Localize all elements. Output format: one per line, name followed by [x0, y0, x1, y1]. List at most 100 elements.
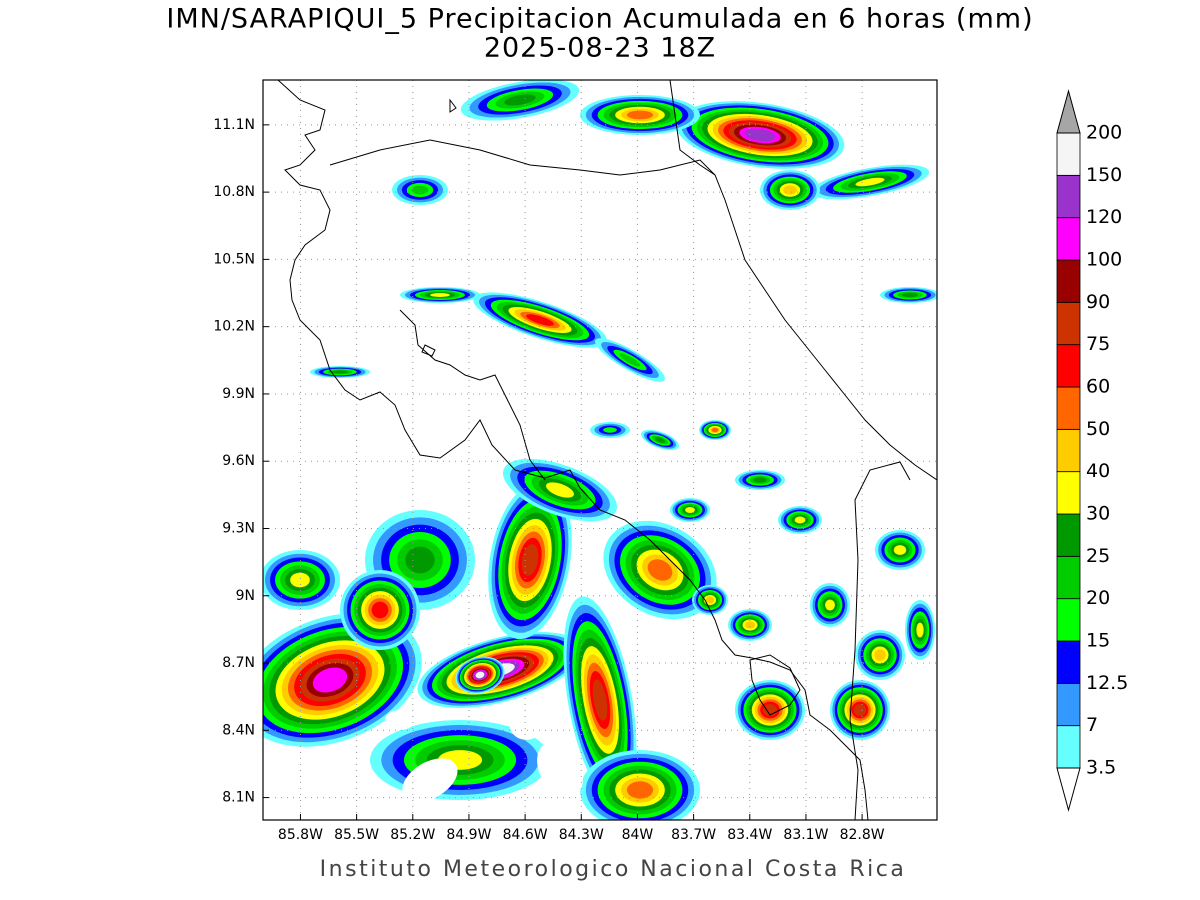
precip-contour: [685, 507, 695, 513]
precip-contour: [874, 649, 886, 661]
coastline: [277, 80, 869, 820]
coastlines: [277, 80, 937, 820]
colorbar-box: [1056, 428, 1081, 473]
coastline: [749, 654, 801, 716]
precip-contour: [783, 185, 797, 195]
dry-area: [537, 742, 583, 798]
coastline: [421, 98, 457, 357]
colorbar-label: 40: [1086, 460, 1110, 482]
colorbar-box: [1056, 132, 1081, 176]
colorbar-label: 50: [1086, 418, 1110, 440]
precip-contour: [825, 599, 835, 611]
precip-contour: [893, 545, 907, 555]
colorbar-label: 7: [1086, 714, 1098, 736]
colorbar-box: [1056, 174, 1081, 219]
colorbar-label: 20: [1086, 587, 1110, 609]
map-subtitle: 2025-08-23 18Z: [484, 33, 716, 64]
coastline: [669, 80, 937, 481]
x-tick-label: 85.5W: [334, 827, 379, 843]
colorbar-box: [1056, 301, 1081, 346]
colorbar-label: 12.5: [1086, 672, 1128, 694]
precip-contour: [654, 437, 666, 443]
x-tick-label: 84.3W: [559, 827, 604, 843]
precip-contour: [854, 704, 866, 716]
precip-field: [263, 80, 937, 820]
precip-contour: [794, 516, 806, 524]
precip-contour: [411, 185, 429, 195]
colorbar-box: [1056, 598, 1081, 642]
colorbar-label: 60: [1086, 376, 1110, 398]
colorbar-box: [1056, 344, 1081, 388]
colorbar-box: [1056, 555, 1081, 600]
colorbar-label: 90: [1086, 291, 1110, 313]
colorbar-box: [1056, 259, 1081, 303]
x-tick-label: 84.6W: [503, 827, 548, 843]
colorbar-label: 100: [1086, 249, 1122, 271]
colorbar-box: [1056, 217, 1081, 261]
precip-contour: [521, 544, 539, 576]
precip-contour: [744, 621, 756, 629]
y-tick-label: 10.5N: [213, 251, 255, 267]
y-tick-label: 10.2N: [213, 319, 255, 335]
colorbar-label: 200: [1086, 122, 1122, 144]
precip-contour: [430, 293, 450, 297]
colorbar-box: [1056, 386, 1081, 430]
y-tick-label: 10.8N: [213, 184, 255, 200]
x-tick-label: 84W: [622, 827, 654, 843]
precip-contour: [855, 177, 885, 187]
x-tick-label: 83.7W: [671, 827, 716, 843]
x-tick-label: 82.8W: [840, 827, 885, 843]
y-tick-label: 9N: [236, 588, 255, 604]
dry-area: [385, 710, 415, 730]
colorbar: 3.5 7 12.5 15 20 25 30 40 50 60 75 90 100 120 150 200: [1056, 89, 1128, 812]
precip-contour: [744, 128, 776, 142]
map-frame: [262, 79, 938, 821]
y-tick-label: 11.1N: [213, 117, 255, 133]
y-tick-label: 9.6N: [222, 453, 255, 469]
colorbar-box: [1056, 471, 1081, 515]
x-tick-label: 84.9W: [446, 827, 491, 843]
colorbar-label: 25: [1086, 545, 1110, 567]
border: [849, 461, 911, 820]
precip-contour: [916, 622, 924, 638]
y-tick-label: 9.3N: [222, 520, 255, 536]
precip-contour: [332, 370, 348, 374]
y-tick-label: 8.4N: [222, 722, 255, 738]
x-tick-label: 85.2W: [390, 827, 435, 843]
precip-contour: [290, 572, 310, 588]
dry-area: [402, 758, 458, 802]
precip-contour: [626, 781, 654, 799]
precip-contour: [603, 427, 617, 433]
precip-contour: [711, 427, 719, 433]
colorbar-label: 150: [1086, 164, 1122, 186]
x-tick-label: 83.4W: [727, 827, 772, 843]
colorbar-label: 3.5: [1086, 757, 1116, 779]
y-tick-label: 8.7N: [222, 655, 255, 671]
y-tick-label: 8.1N: [222, 790, 255, 806]
colorbar-box: [1056, 640, 1081, 684]
coastline: [399, 309, 546, 481]
precip-contour: [592, 679, 608, 721]
x-tick-label: 83.1W: [783, 827, 828, 843]
grid: 85.8W 85.5W 85.2W 84.9W 84.6W 84.3W 84W 83.7W 83…: [213, 80, 937, 843]
colorbar-label: 15: [1086, 630, 1110, 652]
colorbar-over: [1056, 89, 1081, 134]
colorbar-label: 30: [1086, 503, 1110, 525]
footer: Instituto Meteorologico Nacional Costa R…: [320, 857, 907, 882]
colorbar-box: [1056, 682, 1081, 727]
precip-contour: [545, 482, 575, 498]
precip-contour: [312, 667, 348, 693]
precip-contour: [619, 353, 641, 367]
colorbar-label: 75: [1086, 333, 1110, 355]
colorbar-label: 120: [1086, 206, 1122, 228]
precip-contour: [753, 477, 767, 483]
precip-contour: [504, 94, 536, 106]
border: [329, 139, 716, 176]
colorbar-box: [1056, 725, 1081, 769]
precip-contour: [647, 559, 673, 581]
precip-contour: [526, 314, 554, 326]
precip-contour: [705, 596, 715, 604]
map-title: IMN/SARAPIQUI_5 Precipitacion Acumulada …: [166, 4, 1033, 35]
precip-contour: [902, 292, 918, 298]
